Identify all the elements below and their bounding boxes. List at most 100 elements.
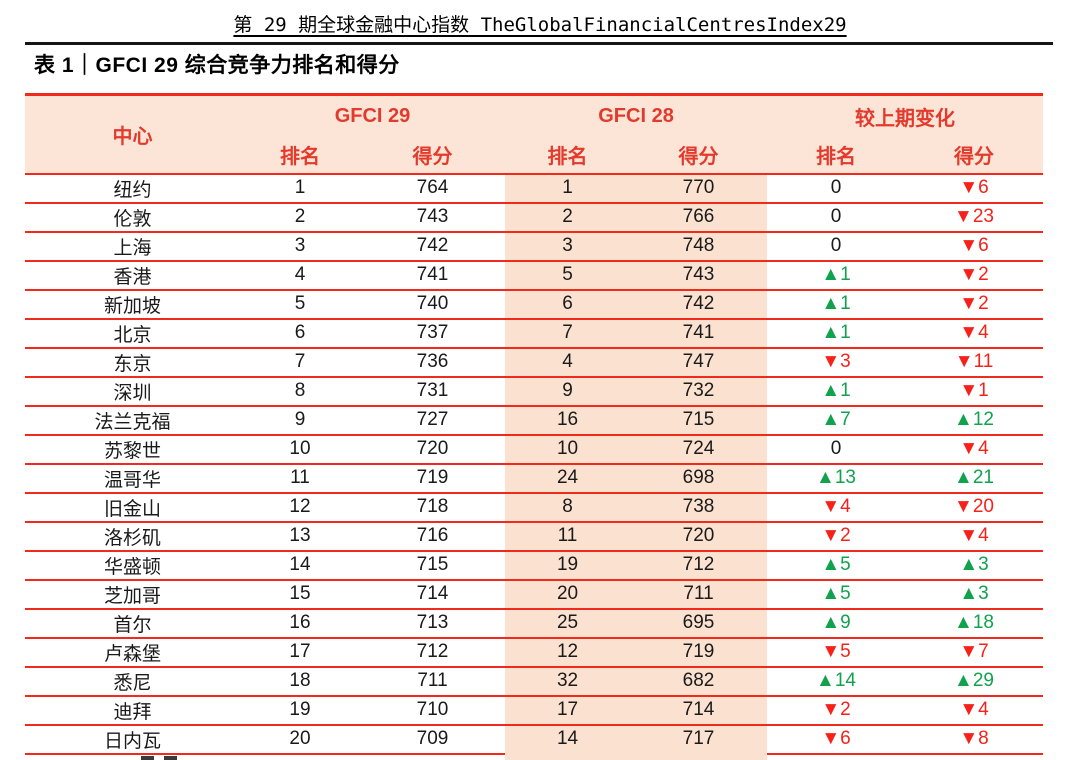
gfci28-rank-cell: 24 (505, 463, 631, 493)
gfci28-score-cell: 766 (630, 202, 768, 232)
gfci28-score-cell: 741 (630, 318, 768, 348)
gfci28-score-cell: 715 (630, 405, 768, 435)
city-cell: 苏黎世 (103, 440, 161, 462)
header-gfci28: GFCI 28 (505, 93, 768, 137)
change-score-cell: ▼4 (959, 699, 989, 720)
gfci28-score-cell: 747 (630, 347, 768, 377)
gfci29-score-cell: 712 (416, 641, 449, 662)
change-score-cell: ▼2 (959, 264, 989, 285)
change-score-cell: ▲29 (954, 670, 994, 691)
table-body: 纽约 1 764 1 770 0 ▼6 伦敦 2 743 2 766 0 ▼23 上海 3 742 3 748 0 ▼6… (25, 173, 1044, 754)
gfci29-rank-cell: 3 (294, 235, 306, 256)
gfci29-score-cell: 736 (416, 351, 449, 372)
change-score-cell: ▼20 (954, 496, 994, 517)
gfci29-rank-cell: 7 (294, 351, 306, 372)
gfci28-rank-cell: 32 (505, 666, 631, 696)
gfci29-score-cell: 714 (416, 583, 449, 604)
change-rank-cell: ▲1 (821, 380, 851, 401)
table-row: 香港 4 741 5 743 ▲1 ▼2 (25, 260, 1044, 290)
gfci28-score-cell: 724 (630, 434, 768, 464)
gfci29-score-cell: 727 (416, 409, 449, 430)
gfci29-score-cell: 711 (417, 670, 448, 691)
gfci28-score-cell: 743 (630, 260, 768, 290)
gfci29-score-cell: 740 (416, 293, 449, 314)
gfci28-rank-cell: 12 (505, 637, 631, 667)
gfci29-score-cell: 737 (416, 322, 449, 343)
city-cell: 首尔 (113, 614, 152, 636)
city-cell: 华盛顿 (103, 556, 161, 578)
gfci-ranking-table: 中心 GFCI 29 GFCI 28 较上期变化 排名 得分 排名 得分 排名 … (25, 93, 1044, 755)
gfci29-score-cell: 719 (416, 467, 449, 488)
gfci28-score-cell: 742 (630, 289, 768, 319)
change-rank-cell: ▲1 (821, 293, 851, 314)
table-row: 深圳 8 731 9 732 ▲1 ▼1 (25, 376, 1044, 406)
gfci28-score-cell: 712 (630, 550, 768, 580)
gfci28-rank-cell: 1 (505, 173, 631, 203)
gfci28-score-cell: 738 (630, 492, 768, 522)
table-row: 悉尼 18 711 32 682 ▲14 ▲29 (25, 666, 1044, 696)
table-caption: 表 1｜GFCI 29 综合竞争力排名和得分 (34, 54, 400, 77)
change-rank-cell: 0 (830, 438, 842, 459)
header-group-row: 中心 GFCI 29 GFCI 28 较上期变化 (25, 93, 1044, 174)
header-change: 较上期变化 (767, 93, 1044, 137)
header-gfci29-rank: 排名 (240, 136, 360, 174)
gfci28-score-cell: 695 (630, 608, 768, 638)
change-rank-cell: ▼2 (821, 699, 851, 720)
gfci29-score-cell: 731 (416, 380, 449, 401)
change-rank-cell: ▼3 (821, 351, 851, 372)
table-header: 中心 GFCI 29 GFCI 28 较上期变化 排名 得分 排名 得分 排名 … (25, 93, 1044, 174)
city-cell: 香港 (113, 266, 152, 288)
gfci28-rank-cell: 5 (505, 260, 631, 290)
city-cell: 卢森堡 (103, 643, 161, 665)
table-row: 首尔 16 713 25 695 ▲9 ▲18 (25, 608, 1044, 638)
city-cell: 迪拜 (113, 701, 152, 723)
gfci28-score-cell: 717 (630, 724, 768, 754)
change-score-cell: ▲12 (954, 409, 994, 430)
clipped-next-row-glyph (141, 756, 154, 760)
gfci28-rank-cell: 7 (505, 318, 631, 348)
table-row: 卢森堡 17 712 12 719 ▼5 ▼7 (25, 637, 1044, 667)
table-row: 新加坡 5 740 6 742 ▲1 ▼2 (25, 289, 1044, 319)
change-score-cell: ▲3 (959, 554, 989, 575)
change-score-cell: ▼1 (959, 380, 989, 401)
change-rank-cell: 0 (830, 206, 842, 227)
change-score-cell: ▲18 (954, 612, 994, 633)
gfci29-score-cell: 720 (416, 438, 449, 459)
gfci29-rank-cell: 19 (289, 699, 311, 720)
table-row: 上海 3 742 3 748 0 ▼6 (25, 231, 1044, 261)
gfci29-score-cell: 709 (416, 728, 449, 749)
city-cell: 上海 (113, 237, 152, 259)
gfci28-rank-cell: 11 (505, 521, 631, 551)
gfci29-rank-cell: 20 (289, 728, 311, 749)
gfci29-score-cell: 742 (416, 235, 449, 256)
change-score-cell: ▼4 (959, 525, 989, 546)
city-cell: 旧金山 (103, 498, 161, 520)
gfci29-rank-cell: 15 (289, 583, 311, 604)
change-score-cell: ▼4 (959, 322, 989, 343)
table-row: 纽约 1 764 1 770 0 ▼6 (25, 173, 1044, 203)
gfci28-rank-cell: 9 (505, 376, 631, 406)
gfci28-rank-cell: 6 (505, 289, 631, 319)
change-rank-cell: ▲1 (821, 322, 851, 343)
gfci29-rank-cell: 13 (289, 525, 311, 546)
gfci29-rank-cell: 16 (289, 612, 311, 633)
gfci29-rank-cell: 12 (289, 496, 311, 517)
city-cell: 新加坡 (103, 295, 161, 317)
change-rank-cell: ▼4 (821, 496, 851, 517)
gfci28-score-cell: 719 (630, 637, 768, 667)
city-cell: 日内瓦 (103, 730, 161, 752)
gfci29-score-cell: 713 (416, 612, 449, 633)
city-cell: 北京 (113, 324, 152, 346)
change-rank-cell: 0 (830, 235, 842, 256)
city-cell: 深圳 (113, 382, 152, 404)
city-cell: 悉尼 (113, 672, 152, 694)
gfci29-rank-cell: 5 (294, 293, 306, 314)
gfci29-rank-cell: 17 (289, 641, 311, 662)
gfci28-score-cell: 732 (630, 376, 768, 406)
gfci28-rank-cell: 8 (505, 492, 631, 522)
table-row: 华盛顿 14 715 19 712 ▲5 ▲3 (25, 550, 1044, 580)
gfci28-rank-cell: 4 (505, 347, 631, 377)
header-gfci28-rank: 排名 (505, 136, 631, 174)
city-cell: 温哥华 (103, 469, 161, 491)
table-row: 日内瓦 20 709 14 717 ▼6 ▼8 (25, 724, 1044, 754)
